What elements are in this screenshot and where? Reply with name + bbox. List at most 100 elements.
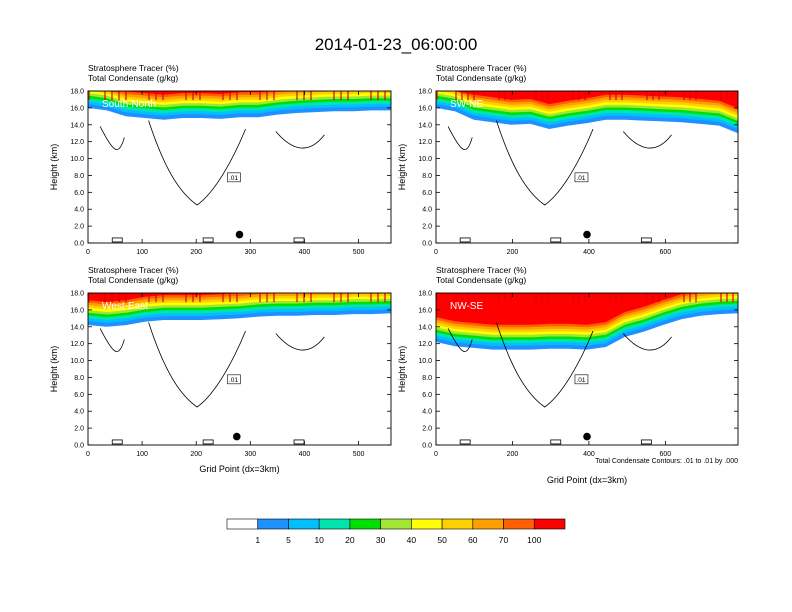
panel-title-condensate: Total Condensate (g/kg) [436,73,526,83]
tracer-streak [111,293,113,303]
panel-sw-ne: Stratosphere Tracer (%)Total Condensate … [397,63,739,256]
tracer-streak [370,91,372,101]
contour-line [111,237,123,243]
tracer-streak [229,293,231,303]
location-marker [583,230,591,239]
y-tick-label: 6.0 [422,190,432,197]
y-tick-label: 14.0 [418,324,432,331]
tracer-field [436,293,738,350]
colorbar-swatch [441,518,474,530]
contour-line [202,439,214,445]
contour-line [640,439,652,445]
colorbar-swatch [472,518,504,530]
tracer-streak [652,91,654,101]
tracer-streak [377,293,379,303]
colorbar-swatch [288,518,320,530]
x-tick-label: 500 [353,249,365,256]
tracer-streak [273,91,275,101]
contour-line [640,237,652,243]
x-tick-label: 300 [244,451,256,458]
contour-label: .01 [576,377,585,384]
tracer-streak [296,293,298,303]
tracer-streak [720,91,722,101]
tracer-streak [584,91,586,101]
x-axis-label: Grid Point (dx=3km) [547,475,627,485]
tracer-streak [652,293,654,303]
y-tick-label: 4.0 [74,207,84,214]
panel-west-east: Stratosphere Tracer (%)Total Condensate … [49,265,392,474]
tracer-streak [333,293,335,303]
tracer-streak [572,91,574,101]
x-tick-label: 0 [434,249,438,256]
colorbar-swatch [349,518,381,530]
tracer-streak [504,293,506,303]
panel-title-condensate: Total Condensate (g/kg) [88,73,178,83]
tracer-streak [609,293,611,303]
colorbar-label: 10 [314,535,324,545]
y-tick-label: 2.0 [74,426,84,433]
tracer-streak [347,293,349,303]
tracer-streak [310,91,312,101]
tracer-streak [266,293,268,303]
tracer-streak [547,91,549,101]
tracer-streak [199,91,201,101]
tracer-streak [689,91,691,101]
tracer-streak [621,91,623,101]
tracer-streak [726,293,728,303]
contour-line [459,439,471,445]
tracer-streak [148,293,150,303]
x-tick-label: 400 [583,451,595,458]
tracer-streak [377,91,379,101]
y-tick-label: 10.0 [418,358,432,365]
tracer-field [88,293,391,327]
tracer-streak [155,91,157,101]
colorbar-swatch [411,518,443,530]
tracer-streak [609,91,611,101]
tracer-streak [236,293,238,303]
tracer-streak [547,293,549,303]
colorbar-swatch [257,518,289,530]
tracer-streak [467,293,469,303]
x-tick-label: 200 [190,249,202,256]
y-axis-label: Height (km) [397,346,407,393]
tracer-streak [118,293,120,303]
y-tick-label: 12.0 [70,139,84,146]
x-tick-label: 0 [86,451,90,458]
contour-label-box [227,374,241,385]
colorbar-label: 70 [499,535,509,545]
y-tick-label: 16.0 [418,105,432,112]
tracer-streak [125,293,127,303]
x-tick-label: 200 [507,249,519,256]
tracer-streak [303,91,305,101]
tracer-streak [192,91,194,101]
y-tick-label: 10.0 [70,156,84,163]
contour-label-box [574,374,589,385]
contour-line [550,237,562,243]
tracer-streak [436,91,438,101]
y-tick-label: 8.0 [74,375,84,382]
tracer-field [436,91,738,134]
y-tick-label: 2.0 [422,426,432,433]
contour-line [148,322,246,408]
tracer-streak [689,293,691,303]
tracer-streak [473,293,475,303]
tracer-streak [473,91,475,101]
y-tick-label: 0.0 [422,241,432,248]
colorbar-label: 5 [286,535,291,545]
contour-line [111,439,123,445]
y-tick-label: 0.0 [422,443,432,450]
tracer-streak [125,91,127,101]
tracer-streak [726,91,728,101]
tracer-streak [455,91,457,101]
contour-label-box [574,172,589,183]
x-tick-label: 400 [299,451,311,458]
x-tick-label: 200 [507,451,519,458]
y-axis-label: Height (km) [49,346,59,393]
contour-label-box [227,172,241,183]
tracer-streak [88,293,90,303]
y-tick-label: 10.0 [70,358,84,365]
colorbar: 1 5 10 20 30 40 50 60 70 100 [226,518,566,545]
x-tick-label: 200 [190,451,202,458]
y-tick-label: 2.0 [74,224,84,231]
colorbar-label: 60 [468,535,478,545]
